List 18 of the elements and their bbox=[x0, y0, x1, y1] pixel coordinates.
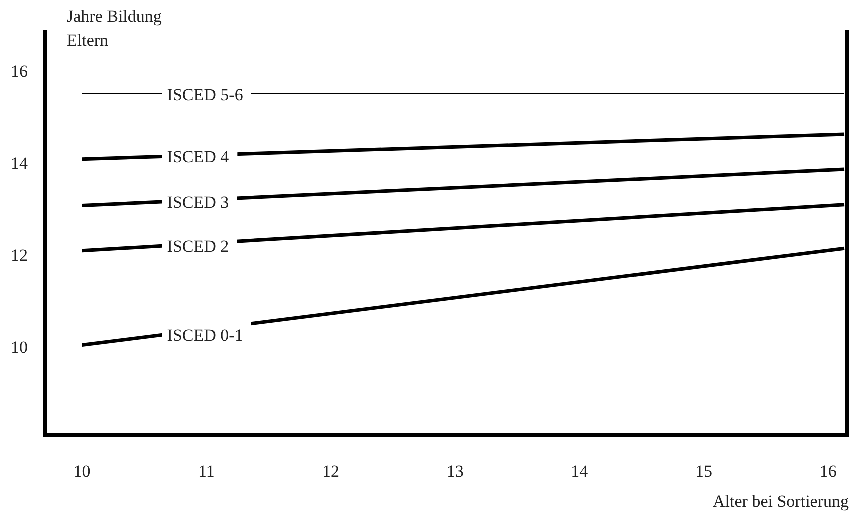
y-tick-label: 16 bbox=[11, 62, 28, 81]
x-axis-title: Alter bei Sortierung bbox=[713, 492, 850, 511]
y-tick-label: 10 bbox=[11, 338, 28, 357]
series-label: ISCED 3 bbox=[167, 192, 230, 212]
x-tick-label: 12 bbox=[322, 462, 340, 482]
x-tick-label: 11 bbox=[198, 462, 215, 482]
x-tick-label: 13 bbox=[446, 462, 464, 482]
series-label: ISCED 5-6 bbox=[167, 85, 244, 104]
x-tick-label: 15 bbox=[696, 462, 713, 482]
series-label: ISCED 4 bbox=[167, 148, 230, 167]
series-label: ISCED 2 bbox=[167, 237, 230, 256]
x-tick-label: 14 bbox=[571, 462, 589, 482]
y-tick-label: 12 bbox=[11, 246, 28, 265]
y-tick-label: 14 bbox=[11, 154, 28, 173]
series-label: ISCED 0-1 bbox=[167, 326, 244, 346]
x-tick-label: 16 bbox=[820, 462, 837, 482]
x-tick-label: 10 bbox=[74, 462, 91, 482]
y-axis-title: Jahre Bildung Eltern bbox=[67, 7, 162, 50]
